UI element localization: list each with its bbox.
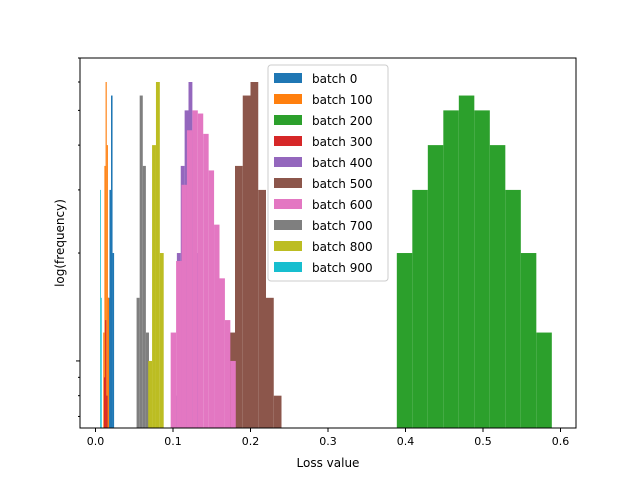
legend-label: batch 200 [312, 114, 373, 128]
histogram-bar [148, 360, 153, 428]
legend-label: batch 500 [312, 177, 373, 191]
histogram-bar [104, 377, 106, 428]
histogram-bar [536, 332, 552, 428]
histogram-bar [219, 278, 225, 428]
histogram-bar [505, 189, 521, 428]
plot-frame [79, 57, 577, 429]
legend-label: batch 300 [312, 135, 373, 149]
histogram-bar [427, 145, 444, 428]
histogram-bar [489, 145, 506, 428]
histogram-bar [100, 297, 102, 428]
histogram-bar [266, 297, 274, 428]
histogram-bar [104, 165, 106, 428]
legend-swatch [274, 73, 302, 83]
histogram-bar [242, 95, 251, 428]
legend-swatch [274, 241, 302, 251]
histogram-bar [111, 95, 113, 428]
histogram-bar [159, 253, 164, 428]
x-tick-label: 0.1 [164, 435, 182, 448]
histogram-bar [230, 360, 236, 428]
legend-swatch [274, 178, 302, 188]
x-tick-label: 0.0 [87, 435, 105, 448]
x-tick-label: 0.5 [474, 435, 492, 448]
histogram-bar [458, 95, 475, 428]
histogram-bar [155, 82, 160, 428]
histogram-bar [106, 395, 108, 428]
x-tick-label: 0.6 [552, 435, 570, 448]
legend-swatch [274, 94, 302, 104]
legend-swatch [274, 262, 302, 272]
x-axis: 0.0 0.1 0.2 0.3 0.4 0.5 0.6 [76, 57, 570, 448]
histogram-bar [109, 189, 111, 428]
histogram-bar [103, 332, 105, 428]
histogram-bar [142, 165, 146, 428]
histogram-bar [181, 184, 187, 428]
legend-swatch [274, 115, 302, 125]
histogram-bar [443, 110, 459, 428]
histogram-bar [192, 110, 198, 428]
histogram-bar [258, 189, 266, 428]
x-tick-label: 0.4 [397, 435, 415, 448]
histogram-bar [214, 224, 220, 428]
x-axis-label: Loss value [297, 456, 360, 470]
legend-label: batch 400 [312, 156, 373, 170]
legend-swatch [274, 220, 302, 230]
legend-label: batch 600 [312, 198, 373, 212]
histogram-bar [105, 320, 107, 428]
histogram-bar [105, 82, 107, 428]
histogram-bar [136, 297, 140, 428]
x-tick-label: 0.2 [242, 435, 260, 448]
histogram-bars [100, 82, 552, 429]
histogram-bar [170, 332, 177, 428]
y-axis-label: log(frequency) [53, 199, 67, 287]
histogram-bar [520, 253, 537, 428]
x-tick-label: 0.3 [319, 435, 337, 448]
histogram-bar [106, 145, 108, 428]
histogram-bar [107, 297, 110, 428]
histogram-bar [250, 82, 259, 428]
histogram-bar [474, 110, 490, 428]
histogram-bar [396, 253, 413, 428]
histogram-bar [100, 189, 101, 428]
legend-swatch [274, 136, 302, 146]
histogram-bar [235, 165, 243, 428]
histogram-bar [208, 170, 215, 429]
legend-label: batch 800 [312, 240, 373, 254]
histogram-bar [412, 189, 428, 428]
histogram-bar [186, 130, 193, 428]
legend-swatch [274, 157, 302, 167]
legend-label: batch 700 [312, 219, 373, 233]
histogram-bar [139, 95, 143, 428]
histogram-bar [176, 261, 182, 428]
legend-swatch [274, 199, 302, 209]
histogram-bar [145, 332, 149, 428]
histogram-bar [152, 145, 156, 428]
histogram-bar [197, 113, 204, 428]
legend-label: batch 900 [312, 261, 373, 275]
histogram-bar [112, 253, 115, 428]
legend-label: batch 0 [312, 72, 357, 86]
legend-label: batch 100 [312, 93, 373, 107]
histogram-bar [203, 133, 209, 429]
histogram-bar [224, 320, 231, 428]
histogram-bar [273, 395, 282, 428]
legend: batch 0 batch 100 batch 200 batch 300 batch … [267, 64, 389, 282]
